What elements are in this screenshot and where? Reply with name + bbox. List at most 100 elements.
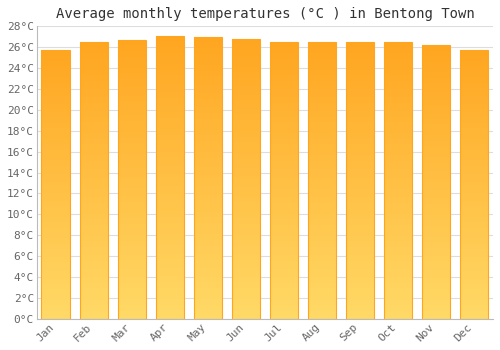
Bar	[384, 308, 412, 310]
Bar	[346, 161, 374, 164]
Bar	[422, 174, 450, 176]
Bar	[118, 266, 146, 269]
Bar	[346, 100, 374, 103]
Bar	[346, 147, 374, 150]
Bar	[232, 56, 260, 58]
Bar	[422, 168, 450, 171]
Bar	[422, 256, 450, 259]
Bar	[346, 70, 374, 72]
Bar	[194, 246, 222, 248]
Bar	[346, 103, 374, 106]
Bar	[156, 274, 184, 276]
Bar	[460, 257, 488, 260]
Bar	[156, 95, 184, 98]
Bar	[194, 251, 222, 254]
Bar	[42, 308, 70, 311]
Bar	[384, 131, 412, 133]
Bar	[308, 139, 336, 142]
Bar	[156, 109, 184, 112]
Bar	[270, 145, 298, 147]
Bar	[80, 139, 108, 142]
Bar	[232, 106, 260, 109]
Bar	[156, 112, 184, 115]
Bar	[422, 188, 450, 190]
Bar	[42, 118, 70, 120]
Bar	[270, 81, 298, 84]
Bar	[422, 59, 450, 62]
Bar	[308, 288, 336, 291]
Bar	[42, 110, 70, 112]
Bar	[42, 96, 70, 99]
Bar	[346, 239, 374, 241]
Bar	[270, 252, 298, 255]
Bar	[42, 128, 70, 131]
Bar	[346, 122, 374, 125]
Bar	[384, 316, 412, 319]
Bar	[80, 288, 108, 291]
Bar	[118, 124, 146, 126]
Bar	[384, 70, 412, 72]
Bar	[422, 281, 450, 283]
Bar	[80, 291, 108, 294]
Bar	[80, 147, 108, 150]
Bar	[422, 144, 450, 146]
Bar	[80, 277, 108, 280]
Bar	[232, 103, 260, 106]
Bar	[308, 64, 336, 67]
Bar	[460, 182, 488, 184]
Bar	[156, 53, 184, 56]
Bar	[194, 102, 222, 104]
Bar	[194, 99, 222, 101]
Bar	[460, 195, 488, 198]
Bar	[460, 211, 488, 214]
Bar	[156, 155, 184, 158]
Bar	[194, 310, 222, 313]
Bar	[194, 45, 222, 48]
Bar	[460, 233, 488, 236]
Bar	[194, 240, 222, 243]
Bar	[384, 264, 412, 266]
Bar	[460, 53, 488, 56]
Bar	[194, 308, 222, 310]
Bar	[460, 83, 488, 85]
Bar	[460, 306, 488, 308]
Bar	[118, 244, 146, 246]
Bar	[232, 159, 260, 162]
Bar	[270, 58, 298, 61]
Bar	[346, 286, 374, 288]
Bar	[42, 91, 70, 93]
Bar	[232, 173, 260, 176]
Bar	[422, 158, 450, 160]
Bar	[308, 53, 336, 56]
Bar	[156, 205, 184, 209]
Bar	[232, 182, 260, 184]
Bar	[270, 277, 298, 280]
Bar	[118, 62, 146, 65]
Bar	[384, 189, 412, 191]
Bar	[422, 122, 450, 125]
Bar	[232, 67, 260, 70]
Bar	[308, 261, 336, 264]
Bar	[422, 234, 450, 237]
Bar	[346, 78, 374, 81]
Bar	[42, 244, 70, 246]
Bar	[194, 113, 222, 116]
Bar	[308, 158, 336, 161]
Bar	[270, 186, 298, 189]
Bar	[460, 107, 488, 110]
Bar	[156, 254, 184, 257]
Bar	[346, 244, 374, 247]
Bar	[80, 48, 108, 50]
Bar	[42, 53, 70, 56]
Bar	[42, 80, 70, 83]
Bar	[194, 130, 222, 133]
Bar	[270, 50, 298, 53]
Bar	[232, 204, 260, 207]
Bar	[80, 191, 108, 194]
Bar	[346, 164, 374, 167]
Bar	[270, 72, 298, 75]
Bar	[194, 226, 222, 229]
Bar	[194, 56, 222, 59]
Bar	[232, 221, 260, 224]
Bar	[422, 125, 450, 127]
